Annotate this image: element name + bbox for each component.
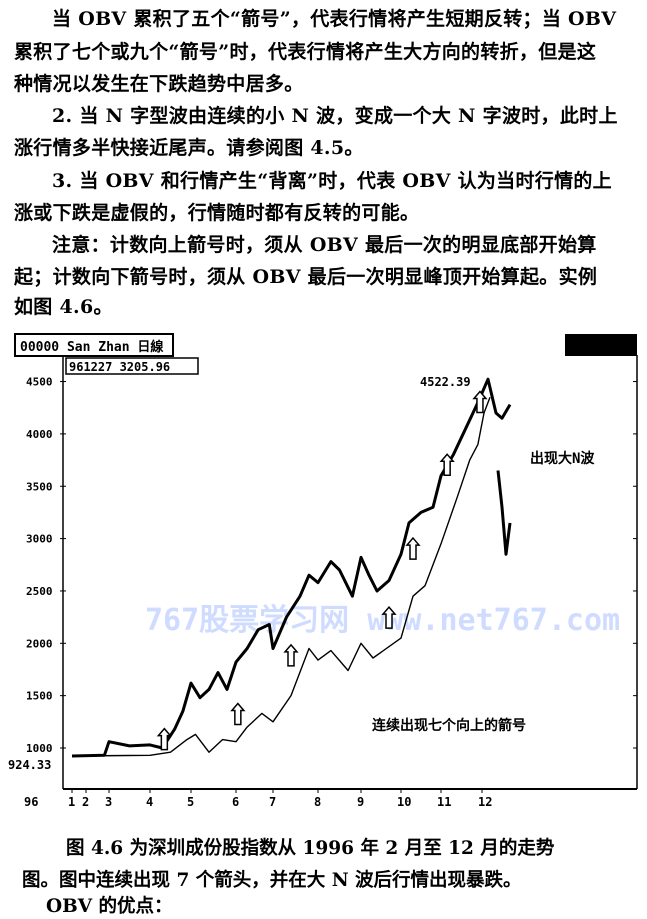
up-arrow-icon bbox=[381, 606, 397, 629]
up-arrow-icon bbox=[230, 702, 246, 726]
x-tick-label: 2 bbox=[82, 795, 89, 809]
y-tick-label: 2500 bbox=[26, 585, 53, 598]
annotation-big-n-wave: 出现大N波 bbox=[530, 450, 595, 467]
x-start-label: 96 bbox=[24, 795, 38, 809]
paragraph-line: 起；计数向下箭号时，须从 OBV 最后一次明显峰顶开始算起。实例 bbox=[14, 266, 598, 288]
x-tick-label: 12 bbox=[478, 795, 492, 809]
figure-caption-line: 图 4.6 为深圳成份股指数从 1996 年 2 月至 12 月的走势 bbox=[66, 838, 555, 859]
paragraph-line: 3. 当 OBV 和行情产生“背离”时，代表 OBV 认为当时行情的上 bbox=[52, 170, 612, 192]
obv-line bbox=[71, 397, 491, 757]
paragraph-line: 涨行情多半快接近尾声。请参阅图 4.5。 bbox=[14, 137, 364, 159]
x-tick-label: 5 bbox=[187, 795, 194, 809]
high-price-label: 4522.39 bbox=[420, 375, 471, 389]
y-tick-label: 4500 bbox=[26, 376, 53, 389]
x-tick-label: 7 bbox=[269, 795, 276, 809]
y-tick-label: 1500 bbox=[26, 690, 53, 703]
chart-header-box bbox=[14, 333, 174, 357]
chart-header-label: 00000 San Zhan 日線 bbox=[20, 339, 164, 355]
price-line bbox=[496, 470, 512, 556]
y-tick-label: 1000 bbox=[26, 742, 53, 755]
x-tick-label: 6 bbox=[232, 795, 239, 809]
up-arrow-icon bbox=[472, 390, 488, 414]
x-tick-label: 4 bbox=[146, 795, 153, 809]
paragraph-line: 种情况以发生在下跌趋势中居多。 bbox=[14, 73, 304, 95]
paragraph-line: 注意：计数向上箭号时，须从 OBV 最后一次的明显底部开始算 bbox=[52, 234, 597, 256]
y-tick-label: 3000 bbox=[26, 533, 53, 546]
up-arrow-icon bbox=[405, 536, 421, 560]
annotation-seven-arrows: 连续出现七个向上的箭号 bbox=[372, 717, 526, 734]
x-tick-label: 1 bbox=[68, 795, 75, 809]
paragraph-line: 2. 当 N 字型波由连续的小 N 波，变成一个大 N 字波时，此时上 bbox=[52, 105, 618, 127]
y-tick-label: 2000 bbox=[26, 637, 53, 650]
y-tick-label: 4000 bbox=[26, 428, 53, 441]
up-arrow-icon bbox=[439, 453, 455, 477]
paragraph-line: 涨或下跌是虚假的，行情随时都有反转的可能。 bbox=[14, 202, 420, 224]
cursor-readout-box bbox=[65, 357, 199, 375]
obv-chart: 00000 San Zhan 日線 961227 3205.96 767股票学习… bbox=[8, 333, 638, 809]
cursor-readout: 961227 3205.96 bbox=[69, 360, 170, 374]
price-line bbox=[71, 377, 512, 758]
watermark: 767股票学习网 www.net767.com bbox=[145, 603, 620, 638]
low-price-label: 924.33 bbox=[8, 758, 51, 772]
corner-badge bbox=[565, 334, 637, 356]
paragraph-line: 累积了七个或九个“箭号”时，代表行情将产生大方向的转折，但是这 bbox=[14, 41, 597, 63]
x-tick-label: 9 bbox=[357, 795, 364, 809]
figure-caption-line: 图。图中连续出现 7 个箭头，并在大 N 波后行情出现暴跌。 bbox=[22, 870, 522, 891]
x-tick-label: 11 bbox=[437, 795, 451, 809]
y-tick-label: 3500 bbox=[26, 480, 53, 493]
paragraph-line: 当 OBV 累积了五个“箭号”，代表行情将产生短期反转；当 OBV bbox=[52, 8, 617, 30]
paragraph-line: 如图 4.6。 bbox=[14, 296, 113, 318]
up-arrow-icon bbox=[156, 727, 172, 751]
x-tick-label: 8 bbox=[314, 795, 321, 809]
up-arrow-icon bbox=[283, 643, 299, 667]
x-tick-label: 3 bbox=[105, 795, 112, 809]
x-tick-label: 10 bbox=[397, 795, 411, 809]
section-heading: OBV 的优点： bbox=[46, 896, 173, 917]
